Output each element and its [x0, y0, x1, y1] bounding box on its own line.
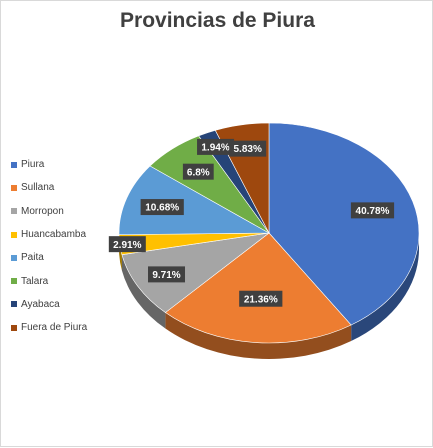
legend-label: Fuera de Piura [21, 322, 87, 333]
data-label-text: 10.68% [145, 203, 179, 214]
legend-swatch [11, 301, 17, 307]
data-label-text: 21.36% [244, 294, 278, 305]
legend-item-sullana: Sullana [11, 176, 121, 199]
data-label-sullana: 21.36% [239, 291, 282, 307]
legend-label: Morropon [21, 206, 64, 217]
data-label-text: 5.83% [234, 144, 262, 155]
legend-swatch [11, 232, 17, 238]
pie-slices [119, 123, 419, 343]
data-label-ayabaca: 1.94% [197, 139, 234, 155]
chart-legend: Piura Sullana Morropon Huancabamba Paita Tala… [11, 153, 121, 339]
legend-item-morropon: Morropon [11, 200, 121, 223]
data-label-text: 1.94% [201, 143, 229, 154]
legend-item-huancabamba: Huancabamba [11, 223, 121, 246]
legend-label: Ayabaca [21, 299, 60, 310]
legend-item-piura: Piura [11, 153, 121, 176]
data-label-text: 6.8% [187, 167, 210, 178]
data-label-fuera-de-piura: 5.83% [229, 141, 266, 157]
data-label-piura: 40.78% [351, 202, 394, 218]
data-label-morropon: 9.71% [148, 266, 185, 282]
legend-label: Sullana [21, 182, 54, 193]
legend-swatch [11, 278, 17, 284]
legend-swatch [11, 185, 17, 191]
legend-item-paita: Paita [11, 246, 121, 269]
data-label-text: 9.71% [152, 270, 180, 281]
legend-label: Piura [21, 159, 44, 170]
legend-label: Talara [21, 276, 48, 287]
legend-swatch [11, 325, 17, 331]
data-label-paita: 10.68% [141, 199, 184, 215]
legend-item-ayabaca: Ayabaca [11, 293, 121, 316]
legend-item-talara: Talara [11, 269, 121, 292]
legend-item-fuera-de-piura: Fuera de Piura [11, 316, 121, 339]
data-label-talara: 6.8% [183, 164, 214, 180]
legend-label: Huancabamba [21, 229, 86, 240]
legend-label: Paita [21, 252, 44, 263]
legend-swatch [11, 208, 17, 214]
legend-swatch [11, 255, 17, 261]
legend-swatch [11, 162, 17, 168]
data-label-text: 40.78% [356, 206, 390, 217]
